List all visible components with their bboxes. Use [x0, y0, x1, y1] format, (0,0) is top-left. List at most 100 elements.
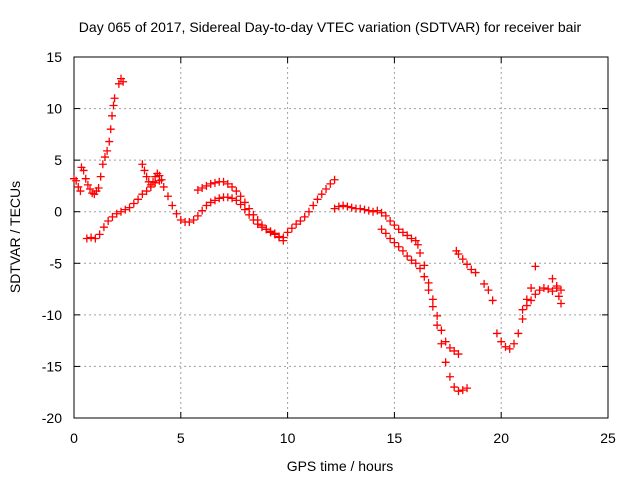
data-series — [548, 274, 566, 308]
data-point — [544, 285, 553, 294]
data-point — [428, 302, 437, 311]
axis-ticks: 0 5 10 15 20 25 15 10 5 0 -5 -10 -15 -20 — [42, 49, 616, 446]
data-point — [428, 295, 437, 304]
data-point — [266, 228, 275, 237]
data-point — [108, 212, 117, 221]
data-point — [330, 204, 339, 213]
data-point — [159, 182, 168, 191]
data-point — [96, 172, 105, 181]
data-series — [492, 284, 566, 353]
data-point — [138, 160, 147, 169]
data-point — [356, 204, 365, 213]
data-point — [458, 255, 467, 264]
x-tick-label: 15 — [387, 430, 403, 446]
y-tick-label: -15 — [42, 358, 62, 374]
y-tick-label: 10 — [46, 101, 62, 117]
data-point — [386, 216, 395, 225]
data-point — [100, 153, 109, 162]
data-series — [193, 177, 288, 245]
data-point — [86, 185, 95, 194]
data-point — [240, 198, 249, 207]
data-point — [155, 171, 164, 180]
data-point — [339, 201, 348, 210]
data-point — [373, 206, 382, 215]
data-point — [279, 236, 288, 245]
data-point — [313, 195, 322, 204]
data-point — [129, 199, 138, 208]
data-point — [81, 174, 90, 183]
data-point — [394, 242, 403, 251]
data-point — [450, 346, 459, 355]
data-point — [232, 196, 241, 205]
data-point — [326, 179, 335, 188]
data-point — [149, 177, 158, 186]
data-point — [210, 178, 219, 187]
data-point — [176, 215, 185, 224]
data-point — [343, 202, 352, 211]
data-point — [168, 201, 177, 210]
data-point — [134, 195, 143, 204]
data-point — [109, 101, 118, 110]
data-point — [202, 181, 211, 190]
data-series — [480, 279, 497, 305]
data-point — [228, 182, 237, 191]
data-point — [454, 250, 463, 259]
data-point — [283, 228, 292, 237]
data-point — [471, 268, 480, 277]
data-point — [458, 386, 467, 395]
data-point — [501, 342, 510, 351]
plot-frame — [73, 56, 609, 419]
data-series — [138, 160, 166, 189]
y-tick-label: -10 — [42, 307, 62, 323]
data-point — [398, 228, 407, 237]
data-point — [112, 209, 121, 218]
data-point — [106, 125, 115, 134]
data-point — [505, 344, 514, 353]
data-point — [270, 230, 279, 239]
data-point — [360, 205, 369, 214]
data-point — [116, 207, 125, 216]
data-point — [407, 256, 416, 265]
data-point — [398, 246, 407, 255]
data-point — [377, 208, 386, 217]
data-point — [74, 182, 83, 191]
data-point — [518, 314, 527, 323]
data-point — [548, 287, 557, 296]
data-point — [185, 218, 194, 227]
data-point — [488, 296, 497, 305]
data-point — [236, 192, 245, 201]
data-point — [330, 175, 339, 184]
data-point — [424, 278, 433, 287]
data-point — [79, 166, 88, 175]
data-point — [253, 215, 262, 224]
data-point — [72, 176, 81, 185]
data-point — [287, 224, 296, 233]
data-point — [403, 252, 412, 261]
data-point — [510, 339, 519, 348]
data-point — [104, 216, 113, 225]
data-point — [198, 206, 207, 215]
data-point — [497, 337, 506, 346]
data-point — [381, 211, 390, 220]
data-point — [157, 175, 166, 184]
y-tick-label: 5 — [54, 152, 62, 168]
y-tick-label: 15 — [46, 49, 62, 65]
data-point — [552, 281, 561, 290]
grid-lines — [74, 57, 608, 418]
data-point — [95, 230, 104, 239]
data-point — [424, 286, 433, 295]
data-point — [527, 284, 536, 293]
data-point — [275, 233, 284, 242]
data-point — [114, 79, 123, 88]
data-point — [223, 179, 232, 188]
data-point — [206, 179, 215, 188]
data-point — [142, 172, 151, 181]
data-point — [119, 77, 128, 86]
data-series — [452, 246, 480, 277]
data-point — [347, 203, 356, 212]
data-point — [557, 286, 566, 295]
data-point — [210, 196, 219, 205]
data-point — [531, 262, 540, 271]
data-point — [83, 180, 92, 189]
data-point — [322, 185, 331, 194]
